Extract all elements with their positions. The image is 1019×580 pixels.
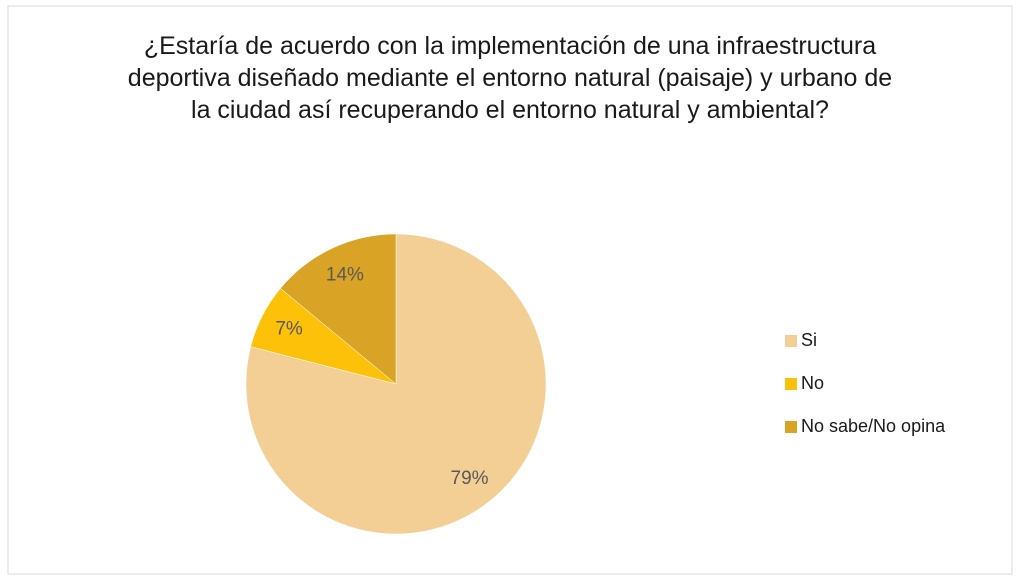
data-label: 14% [326, 264, 364, 285]
legend-label: No [801, 373, 824, 393]
chart-title: ¿Estaría de acuerdo con la implementació… [127, 32, 893, 124]
data-label: 7% [275, 319, 303, 340]
legend-label: No sabe/No opina [801, 416, 946, 436]
legend-swatch [785, 378, 797, 390]
data-label: 79% [451, 468, 489, 489]
pie-slice [280, 233, 397, 385]
legend-swatch [785, 335, 797, 347]
legend-label: Si [801, 330, 817, 350]
legend-swatch [785, 421, 797, 433]
